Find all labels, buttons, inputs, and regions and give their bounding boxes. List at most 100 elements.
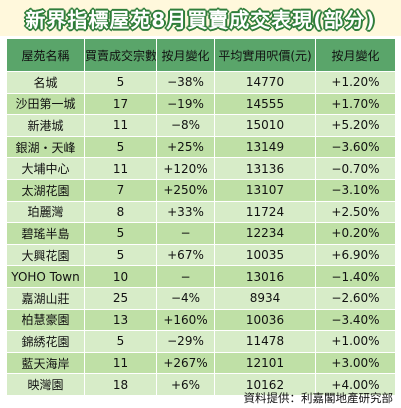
count-mom-change-cell: − xyxy=(156,222,215,245)
avg-price-cell: 11478 xyxy=(214,330,316,353)
price-mom-change-cell: −3.40% xyxy=(315,308,396,332)
transactions-table: 屋苑名稱 買賣成交宗數 按月變化 平均實用呎價(元) 按月變化 名城 5 −38% 1… xyxy=(6,38,396,396)
avg-price-cell: 13136 xyxy=(214,157,316,180)
estate-name-cell: 嘉湖山莊 xyxy=(6,286,85,310)
avg-price-cell: 13107 xyxy=(214,178,316,202)
header-avg-price: 平均實用呎價(元) xyxy=(214,38,316,72)
avg-price-cell: 13016 xyxy=(214,265,316,288)
price-mom-change-cell: +1.20% xyxy=(315,71,396,94)
price-mom-change-cell: +3.00% xyxy=(315,351,396,375)
header-estate-name: 屋苑名稱 xyxy=(6,38,85,72)
price-mom-change-cell: +1.70% xyxy=(315,92,396,116)
count-mom-change-cell: −8% xyxy=(156,114,215,137)
estate-name-cell: 大興花園 xyxy=(6,243,85,267)
header-count-mom-change: 按月變化 xyxy=(156,38,215,72)
estate-name-cell: 名城 xyxy=(6,71,85,94)
estate-name-cell: 錦綉花園 xyxy=(6,330,85,353)
avg-price-cell: 14770 xyxy=(214,71,316,94)
estate-name-cell: 碧瑤半島 xyxy=(6,222,85,245)
transaction-count-cell: 10 xyxy=(84,265,157,288)
estate-name-cell: 太湖花園 xyxy=(6,178,85,202)
count-mom-change-cell: +267% xyxy=(156,351,215,375)
transaction-count-cell: 5 xyxy=(84,243,157,267)
table-row: 碧瑤半島 5−12234 +0.20% xyxy=(6,222,396,245)
estate-name-cell: 藍天海岸 xyxy=(6,351,85,375)
price-mom-change-cell: −0.70% xyxy=(315,157,396,180)
transaction-count-cell: 11 xyxy=(84,114,157,137)
table-row: 太湖花園 7 +250% 13107 −3.10% xyxy=(6,178,396,202)
avg-price-cell: 15010 xyxy=(214,114,316,137)
price-mom-change-cell: +4.00% xyxy=(315,373,396,396)
count-mom-change-cell: +6% xyxy=(156,373,215,396)
count-mom-change-cell: +250% xyxy=(156,178,215,202)
table-row: YOHO Town 10−13016 −1.40% xyxy=(6,265,396,288)
count-mom-change-cell: −4% xyxy=(156,286,215,310)
transaction-count-cell: 11 xyxy=(84,351,157,375)
estate-name-cell: 新港城 xyxy=(6,114,85,137)
table-row: 大興花園 5 +67% 10035 +6.90% xyxy=(6,243,396,267)
avg-price-cell: 13149 xyxy=(214,135,316,159)
avg-price-cell: 12234 xyxy=(214,222,316,245)
table-row: 柏慧豪園 13 +160% 10036 −3.40% xyxy=(6,308,396,332)
transaction-count-cell: 7 xyxy=(84,178,157,202)
count-mom-change-cell: +25% xyxy=(156,135,215,159)
estate-name-cell: 柏慧豪園 xyxy=(6,308,85,332)
avg-price-cell: 11724 xyxy=(214,200,316,224)
transaction-count-cell: 13 xyxy=(84,308,157,332)
estate-name-cell: 大埔中心 xyxy=(6,157,85,180)
price-mom-change-cell: +2.50% xyxy=(315,200,396,224)
count-mom-change-cell: −19% xyxy=(156,92,215,116)
table-row: 映灣園 18 +6% 10162 +4.00% xyxy=(6,373,396,396)
count-mom-change-cell: +120% xyxy=(156,157,215,180)
table-row: 藍天海岸 11 +267% 12101 +3.00% xyxy=(6,351,396,375)
price-mom-change-cell: −1.40% xyxy=(315,265,396,288)
estate-name-cell: YOHO Town xyxy=(6,265,85,288)
transaction-count-cell: 25 xyxy=(84,286,157,310)
transaction-count-cell: 18 xyxy=(84,373,157,396)
header-row: 屋苑名稱 買賣成交宗數 按月變化 平均實用呎價(元) 按月變化 xyxy=(6,38,396,72)
estate-name-cell: 沙田第一城 xyxy=(6,92,85,116)
source-note: 資料提供：利嘉閣地產研究部 xyxy=(243,391,394,405)
transaction-count-cell: 5 xyxy=(84,330,157,353)
table-row: 銀湖・天峰 5 +25% 13149 −3.60% xyxy=(6,135,396,159)
header-price-mom-change: 按月變化 xyxy=(315,38,396,72)
price-mom-change-cell: −3.60% xyxy=(315,135,396,159)
avg-price-cell: 10162 xyxy=(214,373,316,396)
avg-price-cell: 10035 xyxy=(214,243,316,267)
price-mom-change-cell: +0.20% xyxy=(315,222,396,245)
table-row: 珀麗灣 8 +33% 11724 +2.50% xyxy=(6,200,396,224)
transaction-count-cell: 8 xyxy=(84,200,157,224)
avg-price-cell: 10036 xyxy=(214,308,316,332)
count-mom-change-cell: − xyxy=(156,265,215,288)
table-row: 名城 5 −38% 14770 +1.20% xyxy=(6,71,396,94)
transaction-count-cell: 5 xyxy=(84,135,157,159)
transaction-count-cell: 17 xyxy=(84,92,157,116)
count-mom-change-cell: +160% xyxy=(156,308,215,332)
count-mom-change-cell: +67% xyxy=(156,243,215,267)
transaction-count-cell: 5 xyxy=(84,222,157,245)
table-row: 大埔中心 11 +120% 13136 −0.70% xyxy=(6,157,396,180)
table-row: 新港城 11 −8% 15010 +5.20% xyxy=(6,114,396,137)
title-bar: 新界指標屋苑8月買賣成交表現(部分) xyxy=(0,0,401,36)
price-mom-change-cell: −2.60% xyxy=(315,286,396,310)
count-mom-change-cell: −38% xyxy=(156,71,215,94)
avg-price-cell: 14555 xyxy=(214,92,316,116)
table-row: 錦綉花園 5 −29% 11478 +1.00% xyxy=(6,330,396,353)
avg-price-cell: 8934 xyxy=(214,286,316,310)
count-mom-change-cell: +33% xyxy=(156,200,215,224)
price-mom-change-cell: +1.00% xyxy=(315,330,396,353)
table-row: 沙田第一城 17 −19% 14555 +1.70% xyxy=(6,92,396,116)
avg-price-cell: 12101 xyxy=(214,351,316,375)
estate-name-cell: 映灣園 xyxy=(6,373,85,396)
header-transaction-count: 買賣成交宗數 xyxy=(84,38,157,72)
price-mom-change-cell: +5.20% xyxy=(315,114,396,137)
transaction-count-cell: 11 xyxy=(84,157,157,180)
price-mom-change-cell: +6.90% xyxy=(315,243,396,267)
table-body: 名城 5 −38% 14770 +1.20% 沙田第一城 17 −19% 14555 +1.70%… xyxy=(6,71,396,396)
count-mom-change-cell: −29% xyxy=(156,330,215,353)
estate-name-cell: 珀麗灣 xyxy=(6,200,85,224)
table-title: 新界指標屋苑8月買賣成交表現(部分) xyxy=(25,7,376,32)
price-mom-change-cell: −3.10% xyxy=(315,178,396,202)
estate-name-cell: 銀湖・天峰 xyxy=(6,135,85,159)
table-row: 嘉湖山莊 25 −4% 8934 −2.60% xyxy=(6,286,396,310)
